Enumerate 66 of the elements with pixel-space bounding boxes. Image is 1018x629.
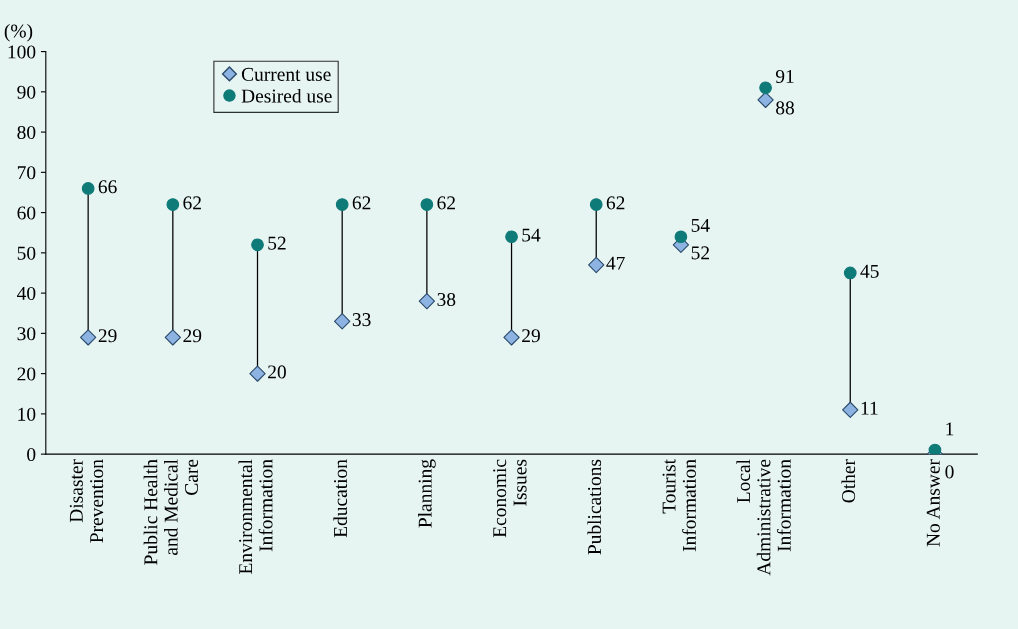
point [335,198,349,211]
data-label: 47 [606,256,625,270]
data-label: 29 [183,329,202,343]
data-label: 54 [522,228,541,242]
point [503,329,520,346]
y-tick-label: 60 [17,206,36,220]
data-label: 52 [691,246,709,260]
point [843,266,857,280]
data-label: 11 [861,401,878,415]
x-tick-label: Publications [587,459,602,555]
y-tick-label: 20 [17,367,36,381]
y-tick-label: 80 [17,125,36,140]
x-tick-label: Environmental Information [238,459,273,574]
x-tick-label: Local Administrative Information [736,459,791,576]
point [420,198,434,211]
x-tick-label: Planning [418,459,436,528]
data-label: 0 [945,465,954,479]
x-tick-label: Education [333,459,348,538]
x-tick-label: Tourist Information [662,459,696,552]
point [81,182,95,195]
y-axis-title: (%) [4,23,33,42]
data-label: 91 [775,69,794,83]
data-label: 45 [860,264,879,278]
data-label: 1 [946,422,954,436]
data-label: 29 [98,329,117,343]
y-tick-label: 70 [17,166,36,180]
data-label: 54 [691,218,710,232]
x-tick-label: Public Health and Medical Care [143,459,199,565]
point [418,293,436,310]
point [674,230,688,244]
data-label: 20 [268,365,286,379]
data-label: 52 [268,236,286,250]
x-tick-label: Disaster Prevention [69,459,104,543]
data-label: 33 [352,313,371,327]
point [164,329,181,346]
point [505,230,518,244]
point [251,238,264,252]
point [334,313,351,330]
point [79,329,97,346]
data-label: 38 [437,292,456,307]
point [166,198,180,211]
data-label: 62 [437,196,455,210]
y-tick-label: 50 [17,246,36,260]
y-tick-label: 30 [17,327,36,341]
x-tick-label: Other [841,459,856,503]
point [588,256,605,274]
data-label: 62 [183,196,201,210]
y-tick-label: 40 [17,286,36,301]
point [759,81,772,95]
x-tick-label: No Answer [926,459,940,547]
y-tick-label: 90 [17,85,36,99]
data-label: 29 [522,329,540,343]
y-tick-label: 100 [8,45,36,59]
x-tick-label: Economic Issues [493,459,527,538]
y-tick-label: 10 [18,407,36,421]
point [757,91,774,109]
data-label: 66 [98,180,117,194]
point [589,198,603,211]
data-label: 88 [776,101,795,115]
legend-label: Current use [241,67,331,81]
y-tick-label: 0 [27,447,36,462]
data-label: 62 [352,196,371,210]
legend-label: Desired use [241,88,332,103]
data-label: 62 [606,196,625,210]
point [249,365,266,382]
point [842,401,859,419]
